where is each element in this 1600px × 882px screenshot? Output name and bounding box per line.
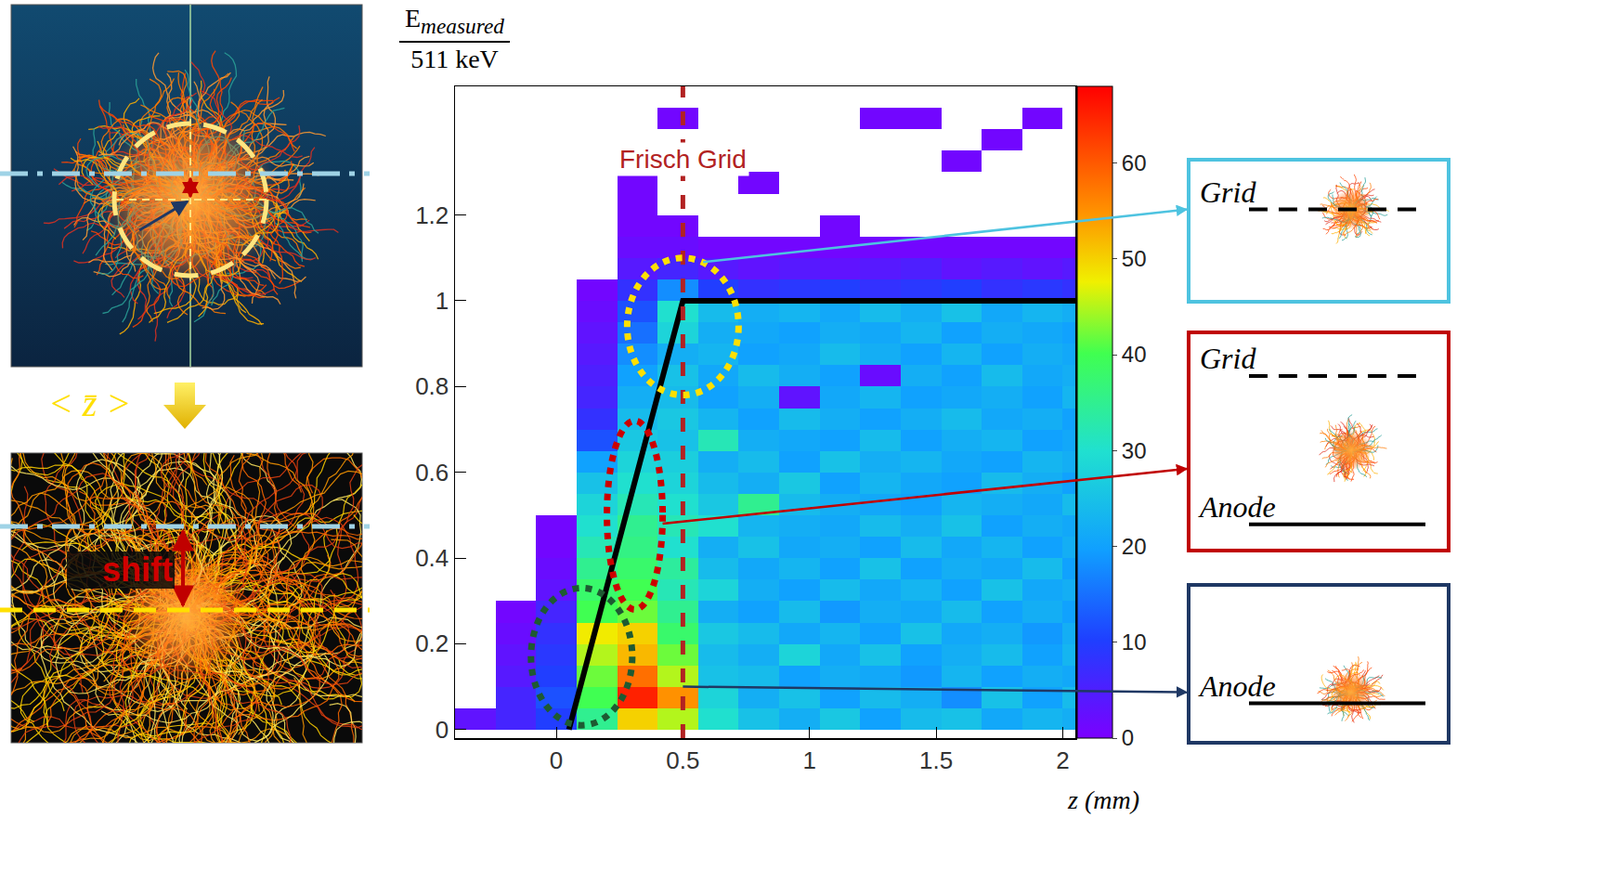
svg-text:60: 60 bbox=[1121, 150, 1147, 176]
svg-text:1.5: 1.5 bbox=[919, 746, 953, 775]
html-text:z (mm): z (mm) bbox=[1067, 785, 1140, 815]
svg-text:0.6: 0.6 bbox=[415, 458, 449, 487]
svg-text:1: 1 bbox=[802, 746, 816, 775]
svg-text:30: 30 bbox=[1121, 438, 1147, 464]
svg-text:50: 50 bbox=[1121, 246, 1147, 272]
svg-text:0: 0 bbox=[549, 746, 563, 775]
svg-text:Anode: Anode bbox=[1197, 669, 1276, 703]
svg-text:10: 10 bbox=[1121, 629, 1147, 655]
svg-text:Anode: Anode bbox=[1197, 490, 1276, 524]
svg-text:20: 20 bbox=[1121, 533, 1147, 560]
svg-text:Frisch Grid: Frisch Grid bbox=[619, 144, 747, 174]
svg-text:0: 0 bbox=[1121, 725, 1134, 751]
svg-text:0.4: 0.4 bbox=[415, 544, 449, 573]
svg-text:< z̄ >: < z̄ > bbox=[48, 382, 132, 425]
svg-text:Grid: Grid bbox=[1199, 175, 1257, 209]
svg-text:1: 1 bbox=[435, 286, 449, 315]
html-text:511 keV: 511 keV bbox=[410, 44, 499, 73]
svg-text:0.8: 0.8 bbox=[415, 372, 449, 401]
svg-text:0: 0 bbox=[435, 715, 449, 744]
html-text:Emeasured: Emeasured bbox=[404, 3, 505, 38]
svg-text:0.5: 0.5 bbox=[665, 746, 700, 775]
svg-text:1.2: 1.2 bbox=[415, 201, 449, 230]
svg-text:2: 2 bbox=[1055, 746, 1069, 775]
svg-text:Grid: Grid bbox=[1199, 341, 1257, 376]
svg-text:shift: shift bbox=[102, 550, 173, 589]
svg-text:40: 40 bbox=[1121, 341, 1147, 367]
svg-text:0.2: 0.2 bbox=[415, 629, 449, 658]
